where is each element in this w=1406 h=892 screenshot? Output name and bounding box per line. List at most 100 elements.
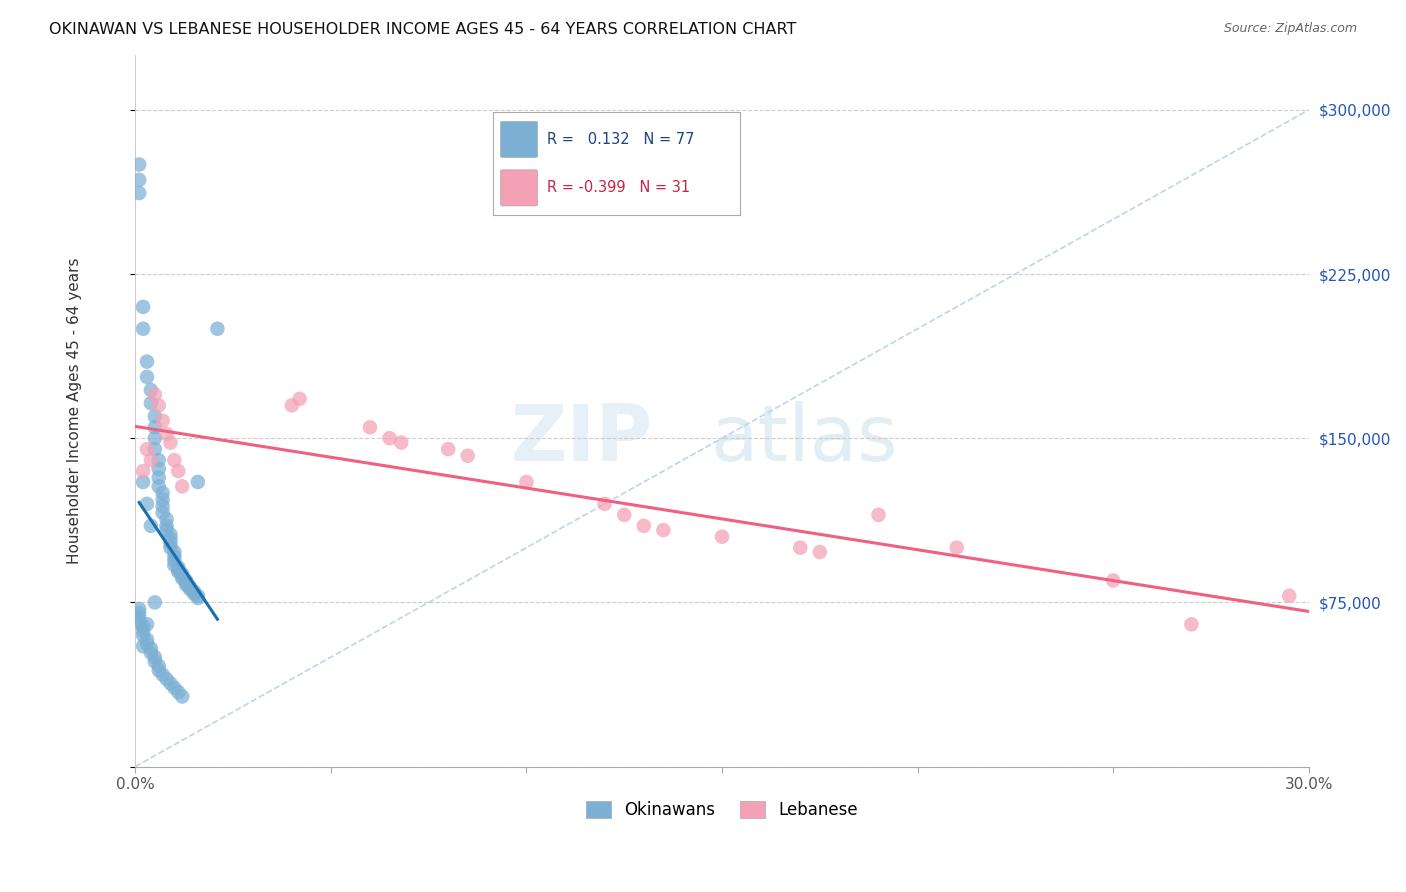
Point — [152, 414, 174, 428]
Point — [437, 442, 460, 457]
Point — [152, 499, 174, 513]
Point — [172, 690, 194, 704]
Point — [132, 639, 155, 653]
Point — [183, 584, 205, 599]
Point — [143, 595, 166, 609]
Point — [167, 563, 190, 577]
Point — [136, 637, 159, 651]
Point — [136, 497, 159, 511]
Point — [132, 628, 155, 642]
Point — [152, 492, 174, 507]
Point — [139, 518, 162, 533]
Point — [1180, 617, 1202, 632]
Point — [945, 541, 967, 555]
Point — [143, 655, 166, 669]
Point — [139, 383, 162, 397]
Point — [378, 431, 401, 445]
Point — [148, 453, 170, 467]
Point — [159, 527, 181, 541]
Point — [593, 497, 616, 511]
Point — [789, 541, 811, 555]
Legend: Okinawans, Lebanese: Okinawans, Lebanese — [579, 794, 865, 826]
Point — [167, 685, 190, 699]
Y-axis label: Householder Income Ages 45 - 64 years: Householder Income Ages 45 - 64 years — [67, 258, 83, 564]
Point — [128, 611, 150, 625]
Point — [167, 560, 190, 574]
Point — [174, 578, 197, 592]
Point — [143, 650, 166, 665]
Point — [187, 475, 209, 489]
Point — [163, 554, 186, 568]
Point — [136, 632, 159, 647]
Point — [613, 508, 636, 522]
Point — [148, 663, 170, 677]
Point — [179, 582, 201, 597]
Point — [187, 591, 209, 605]
Point — [633, 518, 655, 533]
Point — [172, 479, 194, 493]
Point — [143, 387, 166, 401]
Point — [132, 322, 155, 336]
Point — [808, 545, 831, 559]
Point — [172, 569, 194, 583]
Point — [174, 575, 197, 590]
Point — [148, 470, 170, 484]
Point — [280, 398, 302, 412]
Point — [159, 541, 181, 555]
Point — [148, 479, 170, 493]
Point — [159, 676, 181, 690]
Point — [148, 658, 170, 673]
Text: atlas: atlas — [710, 401, 898, 477]
Point — [207, 322, 229, 336]
Point — [136, 370, 159, 384]
Point — [711, 530, 734, 544]
Point — [1278, 589, 1301, 603]
Point — [172, 566, 194, 581]
Point — [183, 587, 205, 601]
Point — [187, 589, 209, 603]
Point — [132, 300, 155, 314]
Point — [152, 667, 174, 681]
Point — [163, 549, 186, 564]
Point — [167, 464, 190, 478]
Point — [152, 506, 174, 520]
Point — [159, 536, 181, 550]
Point — [143, 409, 166, 424]
Point — [139, 641, 162, 656]
Point — [128, 615, 150, 629]
Point — [143, 442, 166, 457]
Point — [868, 508, 890, 522]
Point — [163, 453, 186, 467]
Point — [148, 398, 170, 412]
Point — [132, 624, 155, 638]
Point — [132, 464, 155, 478]
Text: Source: ZipAtlas.com: Source: ZipAtlas.com — [1223, 22, 1357, 36]
Point — [136, 354, 159, 368]
Point — [155, 523, 177, 537]
Point — [143, 420, 166, 434]
Point — [515, 475, 537, 489]
Point — [163, 558, 186, 573]
Point — [152, 486, 174, 500]
Point — [1102, 574, 1125, 588]
Text: ZIP: ZIP — [510, 401, 652, 477]
Point — [139, 646, 162, 660]
Point — [155, 672, 177, 686]
Point — [128, 607, 150, 621]
Point — [159, 435, 181, 450]
Point — [179, 580, 201, 594]
Point — [167, 565, 190, 579]
Point — [132, 475, 155, 489]
Point — [128, 602, 150, 616]
Point — [136, 442, 159, 457]
Point — [163, 681, 186, 695]
Point — [163, 545, 186, 559]
Point — [155, 518, 177, 533]
Point — [359, 420, 381, 434]
Text: OKINAWAN VS LEBANESE HOUSEHOLDER INCOME AGES 45 - 64 YEARS CORRELATION CHART: OKINAWAN VS LEBANESE HOUSEHOLDER INCOME … — [49, 22, 797, 37]
Point — [139, 453, 162, 467]
Point — [132, 619, 155, 633]
Point — [652, 523, 675, 537]
Point — [159, 532, 181, 546]
Point — [128, 186, 150, 200]
